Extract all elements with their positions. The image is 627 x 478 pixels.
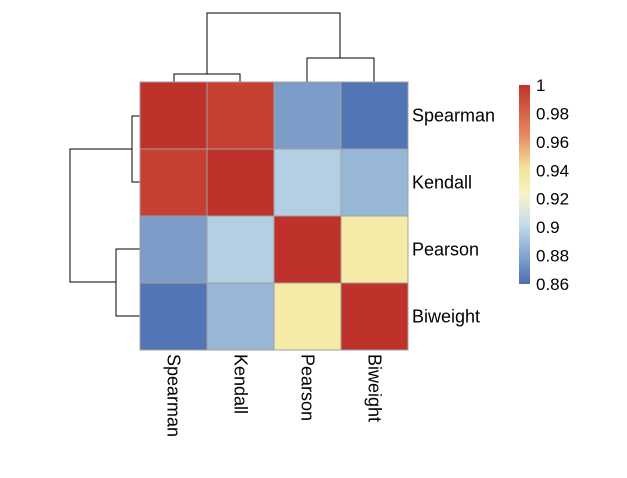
heatmap-cell-spearman-pearson <box>273 81 342 150</box>
column-label-biweight: Biweight <box>365 354 385 422</box>
heatmap-cell-biweight-spearman <box>139 282 208 351</box>
column-labels: Spearman Kendall Pearson Biweight <box>164 354 385 437</box>
column-label-pearson: Pearson <box>298 354 318 421</box>
heatmap-cell-spearman-spearman <box>139 81 208 150</box>
heatmap-cell-spearman-biweight <box>340 81 409 150</box>
column-label-spearman: Spearman <box>164 354 184 437</box>
column-dendrogram <box>173 12 375 82</box>
heatmap-cell-kendall-pearson <box>273 148 342 217</box>
legend-tick-label: 0.9 <box>536 218 560 237</box>
legend-tick-label: 0.92 <box>536 190 569 209</box>
row-labels: Spearman Kendall Pearson Biweight <box>412 106 495 327</box>
heatmap-cell-spearman-kendall <box>206 81 275 150</box>
heatmap-cell-kendall-biweight <box>340 148 409 217</box>
row-label-biweight: Biweight <box>412 307 480 327</box>
heatmap-cell-pearson-biweight <box>340 215 409 284</box>
heatmap-cell-kendall-spearman <box>139 148 208 217</box>
heatmap-cell-biweight-kendall <box>206 282 275 351</box>
color-legend: 1 0.98 0.96 0.94 0.92 0.9 0.88 0.86 <box>519 76 569 294</box>
column-label-kendall: Kendall <box>231 354 251 414</box>
row-label-pearson: Pearson <box>412 240 479 260</box>
heatmap-cells <box>139 81 409 351</box>
color-legend-bar <box>519 85 530 284</box>
row-dendrogram <box>69 115 140 317</box>
heatmap-cell-biweight-pearson <box>273 282 342 351</box>
legend-tick-label: 0.94 <box>536 161 569 180</box>
legend-tick-label: 0.88 <box>536 247 569 266</box>
legend-tick-label: 0.86 <box>536 275 569 294</box>
row-label-kendall: Kendall <box>412 173 472 193</box>
heatmap-cell-biweight-biweight <box>340 282 409 351</box>
heatmap-cell-pearson-pearson <box>273 215 342 284</box>
legend-tick-label: 1 <box>536 76 545 95</box>
row-label-spearman: Spearman <box>412 106 495 126</box>
heatmap-cell-pearson-kendall <box>206 215 275 284</box>
legend-tick-label: 0.96 <box>536 133 569 152</box>
heatmap-cell-pearson-spearman <box>139 215 208 284</box>
heatmap-cell-kendall-kendall <box>206 148 275 217</box>
legend-tick-label: 0.98 <box>536 104 569 123</box>
